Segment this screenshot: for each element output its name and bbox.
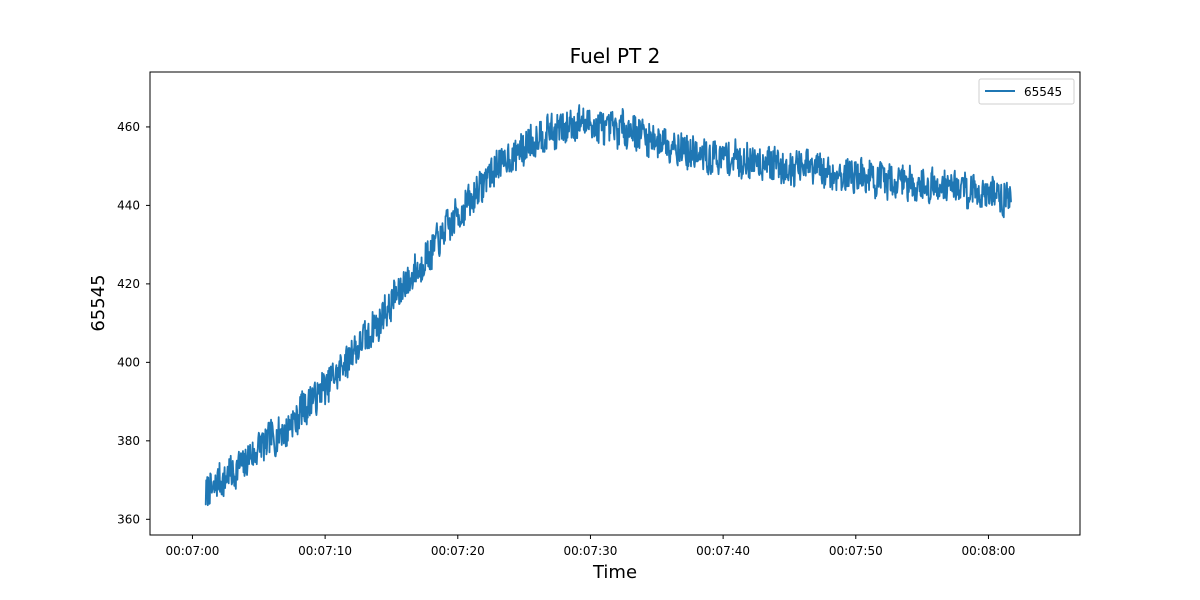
series-point bbox=[204, 494, 207, 497]
y-tick-label: 360 bbox=[117, 512, 140, 526]
series-point bbox=[947, 184, 950, 187]
plot-frame bbox=[149, 71, 1081, 536]
series-point bbox=[815, 169, 817, 171]
legend: 65545 bbox=[978, 78, 1075, 105]
series-point bbox=[682, 149, 685, 152]
series-point bbox=[496, 165, 499, 168]
x-axis: 00:07:00 00:07:10 00:07:20 00:07:30 00:07:40… bbox=[166, 535, 1016, 558]
series-point bbox=[231, 471, 234, 474]
series-point bbox=[549, 129, 552, 132]
x-axis-label: Time bbox=[592, 562, 637, 583]
x-tick-label: 00:07:30 bbox=[564, 544, 618, 558]
y-tick-label: 420 bbox=[117, 277, 140, 291]
y-tick-label: 440 bbox=[117, 198, 140, 212]
series-point bbox=[1010, 200, 1012, 203]
series-point bbox=[868, 177, 870, 179]
y-tick-label: 460 bbox=[117, 120, 140, 134]
series-point bbox=[1000, 196, 1003, 199]
chart-title: Fuel PT 2 bbox=[570, 44, 661, 68]
series-line-0 bbox=[204, 104, 1012, 507]
x-tick-label: 00:07:40 bbox=[696, 544, 750, 558]
x-tick-label: 00:08:00 bbox=[962, 544, 1016, 558]
legend-box bbox=[978, 78, 1075, 105]
x-tick-label: 00:07:20 bbox=[431, 544, 485, 558]
series-point bbox=[921, 184, 924, 187]
series-point bbox=[417, 267, 419, 270]
plot-area bbox=[149, 71, 1081, 536]
series-point bbox=[708, 157, 711, 160]
series-point bbox=[443, 231, 446, 234]
y-tick-label: 380 bbox=[117, 434, 140, 448]
series-point bbox=[655, 137, 658, 140]
series-point bbox=[337, 369, 340, 372]
series-point bbox=[788, 165, 791, 168]
series-point bbox=[284, 428, 287, 430]
y-tick-label: 400 bbox=[117, 355, 140, 369]
series-point bbox=[894, 180, 897, 183]
y-axis: 360 380 400 420 440 460 bbox=[117, 120, 150, 526]
x-tick-label: 00:07:10 bbox=[298, 544, 352, 558]
series-point bbox=[602, 126, 605, 128]
series-point bbox=[523, 145, 526, 148]
series-point bbox=[310, 400, 313, 403]
series-point bbox=[841, 173, 844, 175]
series-point bbox=[762, 161, 764, 164]
series-point bbox=[470, 196, 472, 199]
series-point bbox=[576, 122, 579, 124]
series-point bbox=[257, 447, 260, 450]
x-tick-label: 00:07:50 bbox=[829, 544, 883, 558]
y-axis-label: 65545 bbox=[88, 274, 109, 331]
x-tick-label: 00:07:00 bbox=[166, 544, 220, 558]
series-point bbox=[390, 302, 393, 305]
series-point bbox=[364, 337, 366, 340]
series-layer bbox=[204, 104, 1012, 507]
series-point bbox=[974, 188, 977, 191]
series-point bbox=[735, 157, 738, 160]
legend-series-label: 65545 bbox=[1024, 85, 1062, 99]
series-point bbox=[629, 129, 632, 132]
